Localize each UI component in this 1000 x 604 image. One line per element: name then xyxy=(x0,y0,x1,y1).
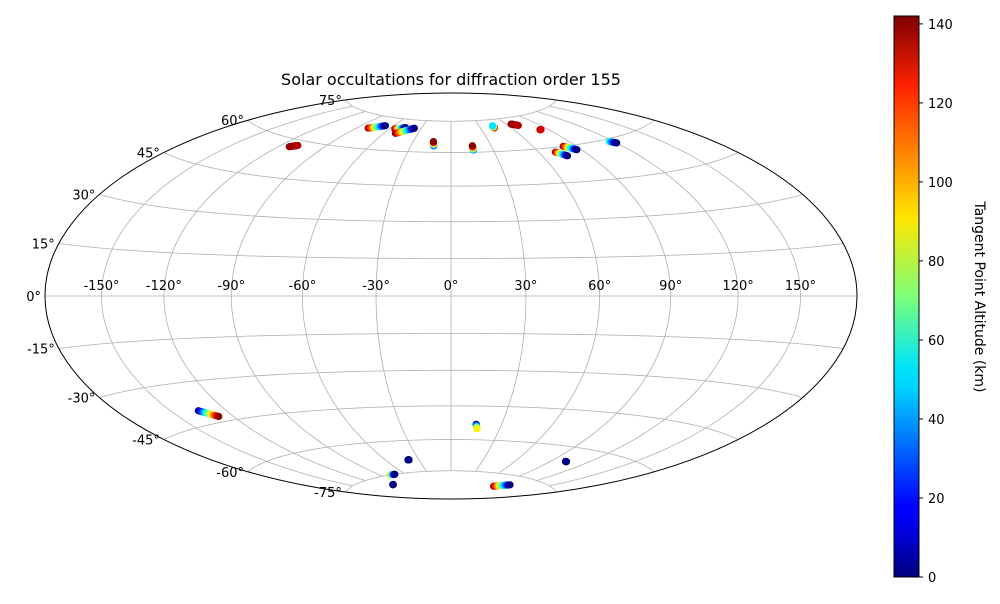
y-tick-label: 0° xyxy=(26,290,41,305)
x-tick-label: 90° xyxy=(659,279,682,294)
x-tick-label: -120° xyxy=(146,279,182,294)
y-tick-label: -30° xyxy=(68,392,96,407)
colorbar-tick-label: 60 xyxy=(928,334,945,349)
colorbar-ticks: 0 20 40 60 80 100 120 140 xyxy=(919,18,953,586)
longitude-tick-labels: -150° -120° -90° -60° -30° 0° 30° 60° 90° 120° 150… xyxy=(83,279,816,294)
parallel-line xyxy=(58,333,844,349)
parallel-line xyxy=(247,439,655,473)
graticule-grid xyxy=(45,99,857,493)
data-point xyxy=(410,124,418,132)
y-tick-label: -60° xyxy=(216,466,244,481)
parallel-line xyxy=(99,369,803,398)
parallel-line xyxy=(163,152,739,187)
parallel-line xyxy=(163,405,739,440)
data-point xyxy=(613,139,621,147)
data-point xyxy=(573,146,581,154)
parallel-line xyxy=(58,243,844,259)
colorbar-label: Tangent Point Altitude (km) xyxy=(971,200,987,392)
x-tick-label: 120° xyxy=(722,279,753,294)
y-tick-label: 15° xyxy=(32,238,55,253)
x-tick-label: -30° xyxy=(362,279,390,294)
colorbar-tick-label: 80 xyxy=(928,255,945,270)
data-point xyxy=(294,141,302,150)
colorbar-tick-label: 140 xyxy=(928,18,953,33)
y-tick-label: 45° xyxy=(137,147,160,162)
data-point xyxy=(389,480,397,489)
colorbar-tick-label: 40 xyxy=(928,413,945,428)
data-point xyxy=(468,142,476,150)
y-tick-label: -45° xyxy=(132,434,160,449)
x-tick-label: 150° xyxy=(785,279,816,294)
colorbar-tick-label: 20 xyxy=(928,492,945,507)
data-point xyxy=(488,122,497,130)
y-tick-label: 60° xyxy=(221,114,244,129)
scatter-points xyxy=(194,120,621,490)
data-point xyxy=(537,125,545,134)
data-point xyxy=(215,412,223,421)
x-tick-label: 0° xyxy=(444,279,459,294)
colorbar-tick-label: 0 xyxy=(928,571,936,586)
map-boundary xyxy=(44,92,858,500)
y-tick-label: 75° xyxy=(319,94,342,109)
data-point xyxy=(404,456,412,464)
y-tick-label: 30° xyxy=(72,189,95,204)
data-point xyxy=(473,425,481,433)
x-tick-label: 30° xyxy=(514,279,537,294)
x-tick-label: -90° xyxy=(217,279,245,294)
colorbar xyxy=(893,15,920,578)
data-point xyxy=(506,481,514,489)
latitude-tick-labels: 75° 60° 45° 30° 15° 0° -15° -30° -45° -60° -75° xyxy=(26,94,342,501)
data-point xyxy=(562,458,571,466)
x-tick-label: -150° xyxy=(83,279,119,294)
data-point xyxy=(391,470,399,478)
data-point xyxy=(429,137,438,146)
x-tick-label: 60° xyxy=(588,279,611,294)
parallel-line xyxy=(345,99,557,122)
parallel-line xyxy=(99,194,803,223)
y-tick-label: -15° xyxy=(27,343,55,358)
data-point xyxy=(514,121,522,130)
x-tick-label: -60° xyxy=(289,279,317,294)
colorbar-tick-label: 120 xyxy=(928,97,953,112)
colorbar-tick-label: 100 xyxy=(928,176,953,191)
chart-title: Solar occultations for diffraction order… xyxy=(281,70,621,89)
data-point xyxy=(563,152,572,160)
data-point xyxy=(381,122,390,130)
y-tick-label: -75° xyxy=(314,486,342,501)
parallel-line xyxy=(345,470,557,493)
